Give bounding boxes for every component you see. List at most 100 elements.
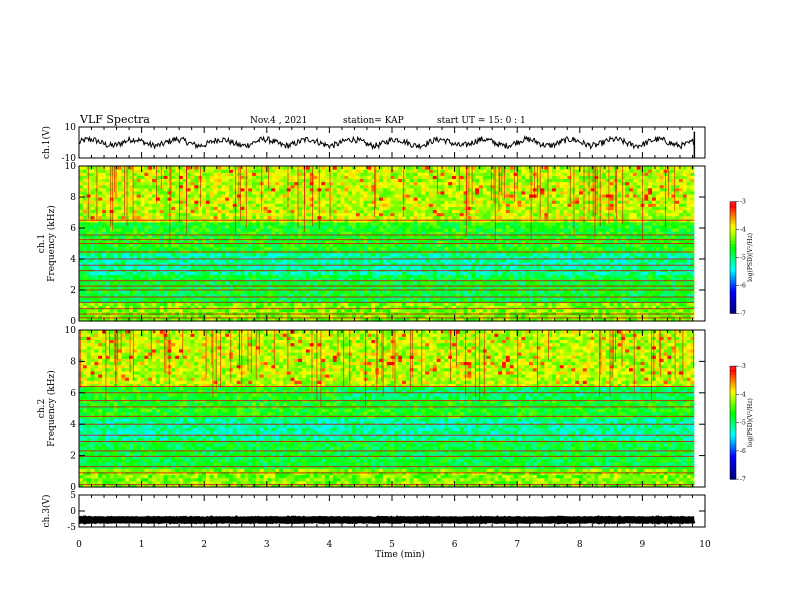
y-tick-label: 2 (70, 286, 76, 296)
colorbar-swatch (730, 377, 736, 381)
ch1-waveform-panel: 10 -10 ch.1(V) (41, 123, 706, 164)
colorbar-tick-label: -3 (740, 199, 746, 206)
colorbar-swatch (730, 385, 736, 390)
y-tick-label: 10 (65, 326, 77, 336)
colorbar-swatch (730, 282, 736, 286)
colorbar-tick-label: -3 (740, 363, 746, 370)
colorbar-swatch (730, 383, 736, 387)
figure-title: VLF Spectra (79, 113, 150, 126)
colorbar-swatch (730, 285, 736, 289)
colorbar-swatch (730, 296, 736, 300)
colorbar-tick-label: -4 (740, 391, 746, 398)
ch1-spectrogram-panel: 0 2 4 6 8 10 ch.1 Frequency (kHz) (37, 162, 706, 327)
colorbar-swatch (730, 226, 736, 231)
colorbar-swatch (730, 411, 736, 415)
ch2-spectrogram-no-data (694, 330, 705, 487)
colorbar-tick-label: -5 (740, 254, 746, 261)
y-tick-label: 4 (70, 420, 76, 430)
colorbar-swatch (730, 408, 736, 412)
colorbar-swatch (730, 425, 736, 429)
date-label: Nov.4 , 2021 (250, 116, 307, 126)
colorbar-swatch (730, 388, 736, 393)
x-tick-label: 5 (389, 540, 395, 550)
y-tick-label: 6 (70, 224, 76, 234)
colorbar-swatch (730, 433, 736, 438)
y-tick-label: -10 (62, 154, 77, 164)
y-tick-label: 5 (70, 491, 76, 501)
colorbar-swatch (730, 240, 736, 244)
ch1-waveform-ylabel: ch.1(V) (41, 126, 52, 159)
colorbar-swatch (730, 235, 736, 239)
colorbar-swatch (730, 265, 736, 270)
colorbar-swatch (730, 263, 736, 267)
x-tick-label: 0 (76, 540, 82, 550)
colorbar-swatch (730, 215, 736, 219)
y-tick-label: 0 (70, 507, 76, 517)
colorbar-label: log(PSD)(V²/Hz) (747, 398, 754, 447)
colorbar-swatch (730, 439, 736, 443)
colorbar-swatch (730, 279, 736, 284)
colorbar-tick-label: -6 (740, 282, 746, 289)
colorbar-swatch (730, 436, 736, 441)
start-time-label: start UT = 15: 0 : 1 (437, 116, 526, 126)
ch2-spectrogram-ylabel: Frequency (kHz) (46, 370, 57, 447)
colorbar-swatch (730, 445, 736, 449)
colorbar-swatch (730, 366, 736, 370)
ch2-colorbar: -3 -4 -5 -6 -7 log(PSD)(V²/Hz) (729, 363, 754, 483)
x-tick-label: 1 (139, 540, 145, 550)
colorbar-swatch (730, 470, 736, 474)
y-tick-label: 10 (65, 123, 77, 133)
colorbar-swatch (730, 419, 736, 424)
x-tick-label: 6 (452, 540, 458, 550)
colorbar-swatch (730, 394, 736, 398)
colorbar-swatch (730, 210, 736, 214)
ch1-spectrogram-image (79, 166, 695, 322)
colorbar-swatch (730, 207, 736, 211)
colorbar-swatch (730, 276, 736, 281)
colorbar-swatch (730, 257, 736, 261)
colorbar-swatch (730, 237, 736, 242)
y-tick-label: 2 (70, 452, 76, 462)
colorbar-tick-label: -6 (740, 448, 746, 455)
colorbar-swatch (730, 223, 736, 228)
colorbar-swatch (730, 473, 736, 477)
colorbar-swatch (730, 371, 736, 376)
colorbar-swatch (730, 254, 736, 258)
y-tick-label: 0 (70, 483, 76, 493)
y-tick-label: 6 (70, 389, 76, 399)
colorbar-swatch (730, 288, 736, 292)
colorbar-swatch (730, 462, 736, 466)
colorbar-swatch (730, 465, 736, 469)
colorbar-swatch (730, 428, 736, 432)
colorbar-swatch (730, 422, 736, 426)
y-tick-label: -5 (67, 523, 76, 533)
y-tick-label: 8 (70, 193, 76, 203)
ch1-waveform-trace (78, 134, 695, 151)
x-tick-label: 10 (699, 540, 711, 550)
colorbar-swatch (730, 450, 736, 455)
colorbar-swatch (730, 246, 736, 250)
colorbar-swatch (730, 380, 736, 384)
colorbar-swatch (730, 304, 736, 309)
colorbar-swatch (730, 374, 736, 378)
colorbar-swatch (730, 268, 736, 272)
colorbar-swatch (730, 290, 736, 295)
colorbar-swatch (730, 201, 736, 205)
colorbar-swatch (730, 271, 736, 275)
ch3-waveform-ylabel: ch.3(V) (41, 495, 52, 528)
colorbar-swatch (730, 293, 736, 298)
ch3-waveform-trace (78, 515, 696, 525)
colorbar-tick-label: -7 (740, 476, 746, 483)
colorbar-swatch (730, 442, 736, 446)
colorbar-swatch (730, 397, 736, 401)
ch1-colorbar: -3 -4 -5 -6 -7 log(PSD)(V²/Hz) (729, 199, 754, 317)
colorbar-swatch (730, 243, 736, 247)
colorbar-swatch (730, 251, 736, 256)
time-axis: 0 1 2 3 4 5 6 7 8 9 10 (76, 540, 711, 550)
colorbar-swatch (730, 402, 736, 407)
colorbar-swatch (730, 204, 736, 208)
colorbar-swatch (730, 467, 736, 472)
colorbar-swatch (730, 416, 736, 421)
colorbar-label: log(PSD)(V²/Hz) (747, 233, 754, 282)
colorbar-swatch (730, 459, 736, 463)
